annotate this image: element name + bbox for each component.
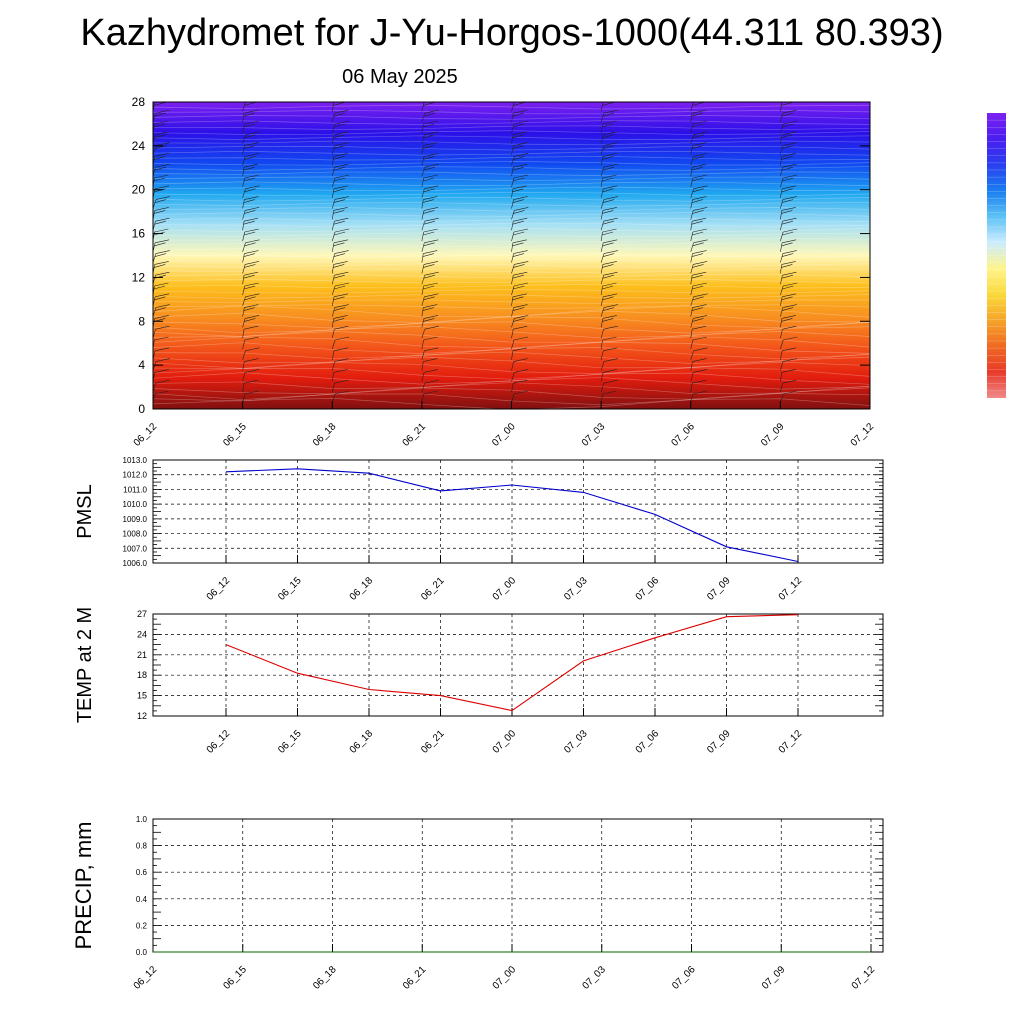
- pmsl-y-axis-title: PMSL: [74, 484, 96, 538]
- temp-x-tick-label: 07_03: [562, 728, 590, 756]
- precip-x-tick-label: 07_09: [760, 964, 788, 992]
- cross-section-y-tick-label: 0: [138, 402, 145, 416]
- temp-y-tick-label: 15: [137, 691, 147, 701]
- temp-x-tick-label: 07_06: [634, 728, 662, 756]
- temp-y-tick-label: 12: [137, 711, 147, 721]
- precip-y-tick-label: 0.4: [136, 895, 148, 904]
- temp-x-tick-label: 06_21: [419, 728, 447, 756]
- temp-series-line: [225, 614, 799, 712]
- cross-section-x-tick-label: 07_09: [759, 421, 787, 449]
- pmsl-frame: [152, 459, 884, 564]
- pmsl-x-tick-label: 06_18: [348, 575, 376, 603]
- temp-x-tick-label: 06_15: [276, 728, 304, 756]
- cross-section-y-tick-label: 16: [132, 227, 146, 241]
- cross-section-y-tick-label: 20: [132, 183, 146, 197]
- pmsl-y-tick-label: 1007.0: [123, 544, 148, 553]
- precip-x-tick-label: 07_03: [580, 964, 608, 992]
- cross-section-y-tick-label: 12: [132, 270, 146, 284]
- cross-section-x-tick-label: 07_12: [849, 421, 877, 449]
- precip-x-tick-label: 07_06: [670, 964, 698, 992]
- pmsl-y-tick-label: 1006.0: [123, 559, 148, 568]
- cross-section-y-tick-label: 8: [138, 314, 145, 328]
- precip-y-tick-label: 0.0: [136, 948, 148, 957]
- precip-x-tick-label: 06_12: [132, 964, 160, 992]
- temp-x-tick-label: 06_18: [348, 728, 376, 756]
- precip-y-tick-label: 0.8: [136, 842, 148, 851]
- pmsl-series-line: [225, 468, 799, 563]
- cross-section-x-tick-label: 06_21: [401, 421, 429, 449]
- cross-section-field: [153, 102, 870, 409]
- temp-x-tick-label: 07_00: [491, 728, 519, 756]
- pmsl-x-tick-label: 06_12: [205, 575, 233, 603]
- temp-x-tick-label: 07_12: [777, 728, 805, 756]
- pmsl-x-tick-label: 07_00: [491, 575, 519, 603]
- precip-y-tick-label: 0.2: [136, 921, 148, 930]
- pmsl-y-tick-label: 1013.0: [123, 456, 148, 465]
- precip-x-tick-label: 07_00: [491, 964, 519, 992]
- pmsl-y-tick-label: 1009.0: [123, 515, 148, 524]
- precip-frame: [152, 818, 884, 953]
- precip-x-tick-label: 06_21: [401, 964, 429, 992]
- cross-section-x-tick-label: 06_15: [221, 421, 249, 449]
- precip-y-tick-label: 1.0: [136, 815, 148, 824]
- pmsl-x-tick-label: 06_15: [276, 575, 304, 603]
- precip-y-tick-label: 0.6: [136, 868, 148, 877]
- cross-section-x-tick-label: 07_06: [669, 421, 697, 449]
- cross-section-y-tick-label: 4: [138, 358, 145, 372]
- precip-x-tick-label: 06_15: [221, 964, 249, 992]
- temp-x-tick-label: 07_09: [705, 728, 733, 756]
- pmsl-y-tick-label: 1010.0: [123, 500, 148, 509]
- pmsl-x-tick-label: 07_06: [634, 575, 662, 603]
- pmsl-x-tick-label: 07_03: [562, 575, 590, 603]
- cross-section-x-tick-label: 06_18: [311, 421, 339, 449]
- colorbar-bands: [987, 119, 1006, 392]
- colorbar: [987, 113, 1006, 398]
- pmsl-y-tick-label: 1011.0: [123, 485, 147, 494]
- temp-frame: [152, 613, 884, 717]
- precip-x-tick-label: 07_12: [850, 964, 878, 992]
- temp-x-tick-label: 06_12: [205, 728, 233, 756]
- chart-date: 06 May 2025: [342, 66, 458, 88]
- temp-y-tick-label: 21: [137, 650, 147, 660]
- wind-barbs: [153, 102, 870, 404]
- temp-y-tick-label: 18: [137, 670, 147, 680]
- cross-section-x-tick-label: 07_03: [580, 421, 608, 449]
- cross-section-x-tick-label: 07_00: [490, 421, 518, 449]
- cross-section-x-tick-label: 06_12: [132, 421, 160, 449]
- pmsl-x-tick-label: 06_21: [419, 575, 447, 603]
- temp-y-axis-title: TEMP at 2 M: [74, 607, 96, 723]
- chart-title: Kazhydromet for J-Yu-Horgos-1000(44.311 …: [80, 12, 944, 54]
- temp-y-tick-label: 24: [137, 629, 147, 639]
- contour-lines: [153, 104, 870, 409]
- pmsl-x-tick-label: 07_12: [777, 575, 805, 603]
- pmsl-y-tick-label: 1008.0: [123, 530, 148, 539]
- precip-y-axis-title: PRECIP, mm: [71, 822, 96, 950]
- pmsl-x-tick-label: 07_09: [705, 575, 733, 603]
- precip-x-tick-label: 06_18: [311, 964, 339, 992]
- cross-section-y-tick-label: 28: [132, 95, 146, 109]
- temp-y-tick-label: 27: [137, 609, 147, 619]
- pmsl-y-tick-label: 1012.0: [123, 471, 148, 480]
- cross-section-y-tick-label: 24: [132, 139, 146, 153]
